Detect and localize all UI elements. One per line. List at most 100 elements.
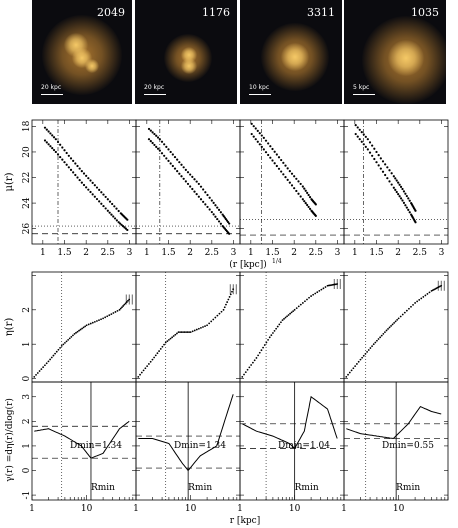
data-point <box>394 320 397 323</box>
data-point <box>87 177 90 180</box>
data-point <box>273 329 276 332</box>
data-point <box>80 170 83 173</box>
data-point <box>257 354 260 357</box>
data-point <box>226 301 229 303</box>
data-point <box>161 345 164 348</box>
x-tick-label: 2.5 <box>205 248 220 258</box>
data-point <box>65 163 68 166</box>
data-point <box>106 198 109 201</box>
x-tick-label: 10 <box>289 504 301 514</box>
data-point <box>184 168 187 171</box>
data-point <box>186 182 190 186</box>
data-point <box>112 312 115 314</box>
data-point <box>82 326 85 329</box>
data-point <box>195 328 198 331</box>
data-point <box>200 326 202 329</box>
data-point <box>297 305 300 308</box>
data-point <box>171 336 174 339</box>
data-point <box>262 148 265 151</box>
data-point <box>318 290 321 292</box>
data-point <box>290 184 294 187</box>
data-point <box>264 151 268 154</box>
data-point <box>422 296 425 298</box>
data-point <box>156 136 160 139</box>
data-point <box>75 331 77 334</box>
data-point <box>320 288 323 291</box>
x-tick-label: 1.5 <box>57 248 72 258</box>
data-point <box>163 343 165 346</box>
data-point <box>401 313 404 316</box>
data-point <box>426 293 429 295</box>
data-point <box>386 166 389 169</box>
data-point <box>197 327 200 330</box>
data-point <box>306 298 308 301</box>
data-point <box>43 126 47 129</box>
data-point <box>371 345 373 348</box>
data-point <box>180 163 183 166</box>
data-point <box>56 153 60 156</box>
data-point <box>214 316 217 319</box>
data-point <box>151 358 154 361</box>
data-point <box>295 177 298 180</box>
data-point <box>199 185 203 188</box>
data-point <box>252 125 255 128</box>
data-point <box>310 295 312 297</box>
data-point <box>95 186 99 189</box>
data-point <box>265 341 268 344</box>
data-point <box>202 188 205 191</box>
gamma-curve <box>346 405 442 440</box>
data-point <box>364 145 367 148</box>
data-point <box>357 360 360 363</box>
data-point <box>168 338 170 341</box>
x-tick-label: 1 <box>144 248 150 258</box>
data-point <box>199 198 203 201</box>
data-point <box>65 151 68 155</box>
data-point <box>178 172 181 175</box>
data-point <box>43 139 47 142</box>
data-point <box>113 217 117 220</box>
data-point <box>297 192 300 195</box>
galaxy-glow <box>388 40 424 76</box>
data-point <box>204 203 207 206</box>
data-point <box>396 319 399 321</box>
data-point <box>78 167 81 170</box>
data-point <box>85 174 88 177</box>
data-point <box>42 366 45 369</box>
x-tick-label: 1 <box>40 248 46 258</box>
data-point <box>108 211 111 214</box>
data-point <box>193 190 196 193</box>
data-point <box>189 173 192 176</box>
data-point <box>108 200 112 203</box>
data-point <box>115 219 118 222</box>
data-point <box>227 298 230 301</box>
data-point <box>394 177 397 180</box>
data-point <box>308 196 312 199</box>
data-point <box>267 153 270 157</box>
data-point <box>295 189 298 193</box>
data-point <box>159 348 162 350</box>
data-point <box>390 183 393 186</box>
data-point <box>258 351 261 354</box>
data-point <box>405 309 408 312</box>
data-point <box>177 331 180 334</box>
data-point <box>117 209 120 213</box>
data-point <box>219 211 222 214</box>
data-point <box>100 202 103 205</box>
data-point <box>197 195 200 198</box>
data-point <box>208 322 211 325</box>
data-point <box>49 358 52 361</box>
data-point <box>158 149 161 152</box>
data-point <box>402 190 406 193</box>
galaxy-image-2049: 2049 20 kpc <box>32 0 132 104</box>
data-point <box>59 143 62 146</box>
data-point <box>62 343 65 346</box>
data-point <box>260 349 263 352</box>
data-point <box>93 184 96 187</box>
data-point <box>102 193 105 196</box>
data-point <box>250 122 253 125</box>
data-point <box>393 322 396 324</box>
data-point <box>381 160 385 163</box>
data-point <box>54 352 56 355</box>
data-point <box>314 292 317 295</box>
data-point <box>33 375 36 378</box>
